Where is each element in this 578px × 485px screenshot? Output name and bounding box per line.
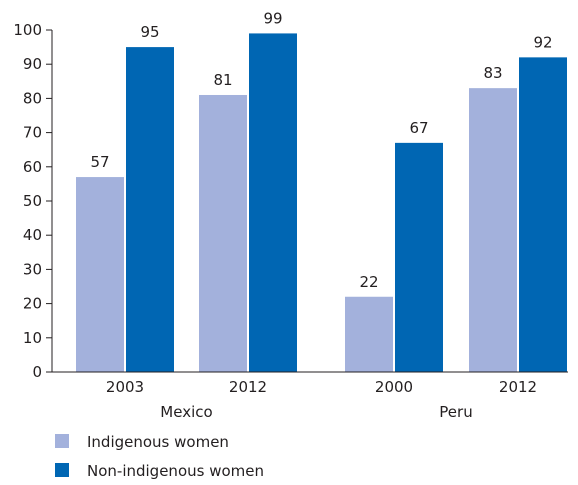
legend-swatch	[55, 463, 69, 477]
y-tick-label: 50	[23, 192, 42, 210]
y-tick-label: 0	[32, 363, 42, 381]
data-label: 92	[533, 33, 552, 51]
bar-non-indigenous	[519, 57, 567, 373]
data-label: 57	[90, 153, 109, 171]
x-tick-label: 2012	[499, 378, 537, 396]
legend-label: Indigenous women	[87, 433, 229, 451]
y-tick-label: 10	[23, 329, 42, 347]
data-label: 67	[409, 119, 428, 137]
data-labels: 57 95 81 99 22 67 83 92	[90, 9, 552, 290]
legend: Indigenous women Non-indigenous women	[55, 433, 264, 480]
x-axis: 2003 2012 2000 2012 Mexico Peru	[52, 371, 568, 421]
y-tick-label: 80	[23, 89, 42, 107]
y-tick-label: 40	[23, 226, 42, 244]
x-tick-label: 2012	[229, 378, 267, 396]
y-tick-label: 100	[13, 21, 42, 39]
bars	[76, 33, 567, 373]
y-tick-label: 60	[23, 158, 42, 176]
x-tick-label: 2003	[106, 378, 144, 396]
legend-swatch	[55, 434, 69, 448]
data-label: 81	[213, 71, 232, 89]
group-label: Mexico	[160, 403, 212, 421]
bar-indigenous	[469, 88, 517, 372]
bar-non-indigenous	[249, 33, 297, 373]
bar-non-indigenous	[395, 142, 443, 372]
bar-indigenous	[199, 94, 247, 372]
data-label: 22	[359, 273, 378, 291]
data-label: 95	[140, 23, 159, 41]
legend-label: Non-indigenous women	[87, 462, 264, 480]
data-label: 83	[483, 64, 502, 82]
bar-indigenous	[345, 296, 393, 372]
y-axis: 0 10 20 30 40 50 60 70 80 90 100	[13, 21, 53, 381]
group-label: Peru	[439, 403, 472, 421]
data-label: 99	[263, 9, 282, 27]
y-tick-label: 90	[23, 55, 42, 73]
y-tick-label: 30	[23, 260, 42, 278]
bar-indigenous	[76, 177, 124, 372]
bar-non-indigenous	[126, 47, 174, 372]
y-tick-label: 20	[23, 295, 42, 313]
y-tick-label: 70	[23, 124, 42, 142]
x-tick-label: 2000	[375, 378, 413, 396]
